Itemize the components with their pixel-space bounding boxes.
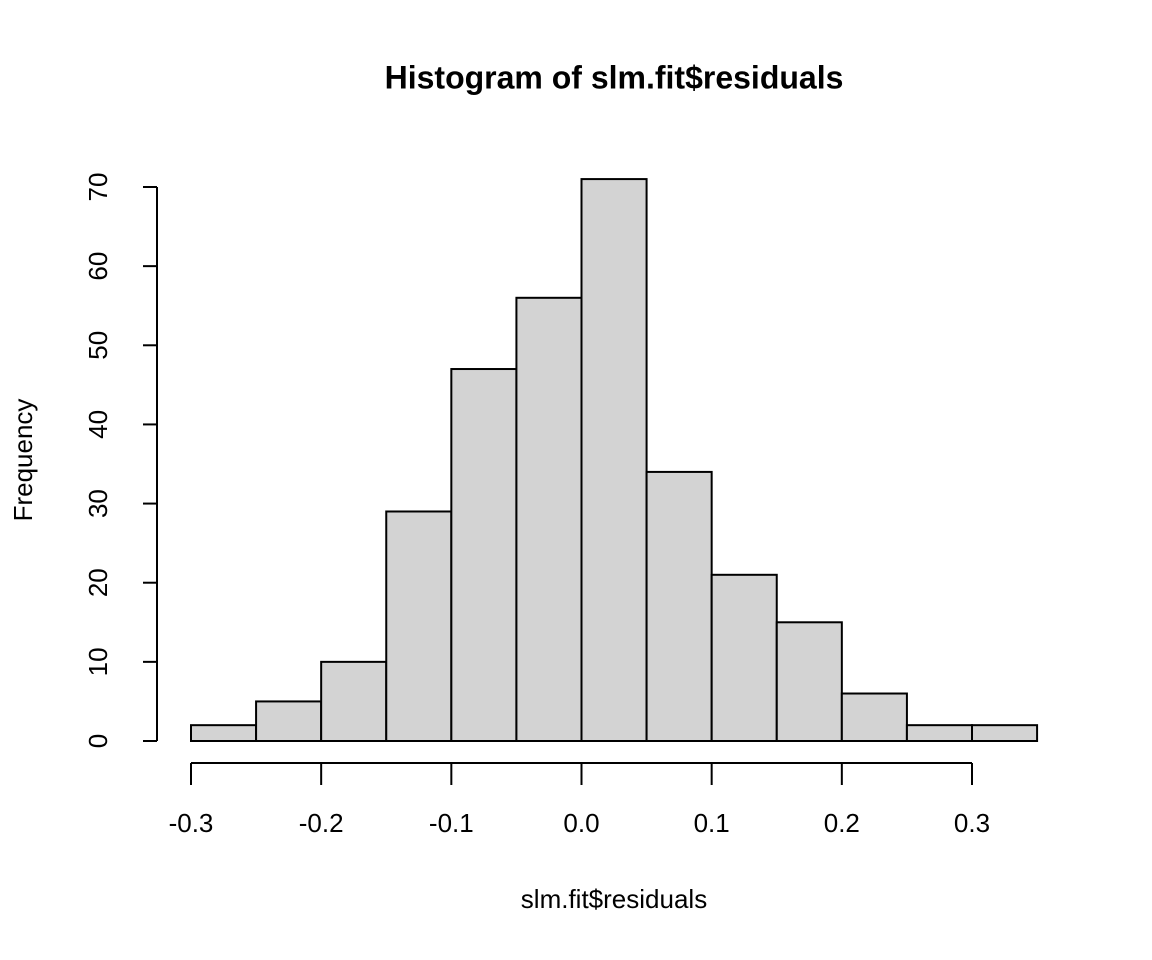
x-tick-label: -0.2 <box>299 808 344 838</box>
x-tick-label: -0.3 <box>169 808 214 838</box>
y-tick-label: 60 <box>83 252 113 281</box>
y-tick-label: 70 <box>83 173 113 202</box>
y-tick-label: 0 <box>83 734 113 748</box>
bar <box>775 621 843 742</box>
bar <box>645 470 713 742</box>
chart-title: Histogram of slm.fit$residuals <box>385 59 844 95</box>
y-axis-label: Frequency <box>8 399 38 522</box>
bar <box>840 692 908 742</box>
bar <box>905 724 974 743</box>
bar <box>971 724 1039 743</box>
bar <box>515 296 583 742</box>
x-tick-label: -0.1 <box>429 808 474 838</box>
bar <box>385 510 453 742</box>
y-tick-label: 20 <box>83 568 113 597</box>
y-tick-label: 50 <box>83 331 113 360</box>
x-tick-label: 0.2 <box>824 808 860 838</box>
y-tick-label: 30 <box>83 489 113 518</box>
bar <box>255 700 323 743</box>
y-tick-label: 40 <box>83 410 113 439</box>
x-axis-label: slm.fit$residuals <box>521 884 707 914</box>
bar <box>190 724 258 743</box>
x-tick-label: 0.0 <box>563 808 599 838</box>
bar <box>450 368 518 742</box>
bar <box>710 573 778 742</box>
bar <box>580 178 648 743</box>
x-tick-label: 0.3 <box>954 808 990 838</box>
bar <box>320 660 388 742</box>
x-tick-label: 0.1 <box>694 808 730 838</box>
y-tick-label: 10 <box>83 647 113 676</box>
